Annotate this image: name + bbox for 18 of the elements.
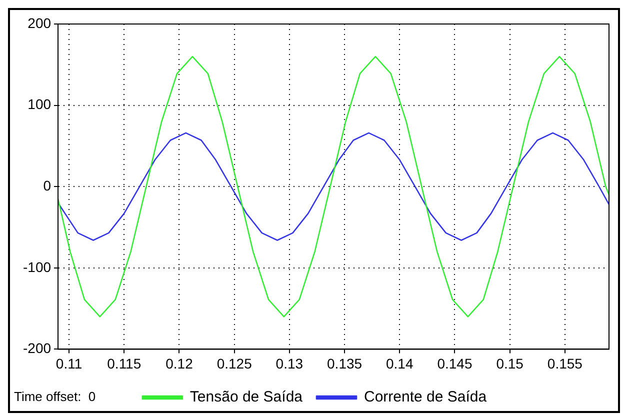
y-tick-label: 0 (43, 177, 52, 194)
y-tick-label: -200 (22, 340, 52, 356)
x-tick-label: 0.11 (56, 355, 82, 372)
legend-label: Corrente de Saída (364, 388, 488, 406)
x-tick-label: 0.145 (437, 355, 472, 372)
legend-label: Tensão de Saída (190, 388, 304, 406)
x-tick-label: 0.15 (496, 355, 524, 372)
text: Time offset: 0 (14, 389, 96, 404)
x-tick-label: 0.13 (276, 355, 304, 372)
x-tick-label: 0.135 (327, 355, 362, 372)
y-tick-label: -100 (22, 258, 52, 275)
x-tick-label: 0.155 (547, 355, 583, 372)
x-tick-label: 0.125 (216, 355, 252, 372)
x-tick-label: 0.12 (166, 355, 194, 372)
x-tick-label: 0.14 (386, 355, 414, 372)
x-tick-label: 0.115 (107, 355, 142, 372)
y-tick-label: 200 (28, 14, 52, 31)
y-tick-label: 100 (28, 96, 52, 112)
